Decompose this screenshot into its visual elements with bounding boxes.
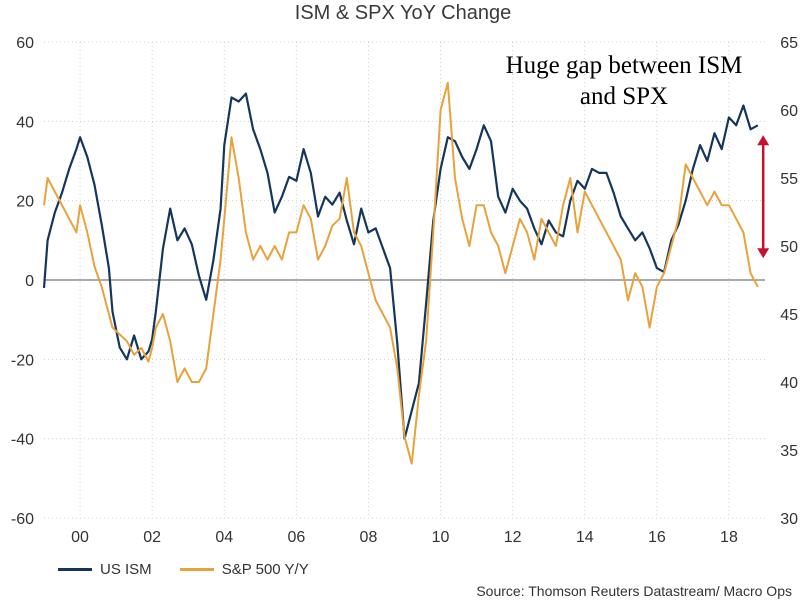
x-tick-label: 16 xyxy=(648,529,666,546)
right-tick-label: 60 xyxy=(780,103,798,120)
x-tick-label: 10 xyxy=(432,529,450,546)
right-tick-label: 40 xyxy=(780,375,798,392)
left-tick-label: -20 xyxy=(11,352,34,369)
legend: US ISM S&P 500 Y/Y xyxy=(58,561,337,578)
x-tick-label: 08 xyxy=(360,529,378,546)
x-tick-label: 04 xyxy=(215,529,233,546)
left-tick-label: 60 xyxy=(16,35,34,52)
annotation-line-2: and SPX xyxy=(580,83,668,110)
right-tick-label: 55 xyxy=(780,171,798,188)
right-tick-label: 45 xyxy=(780,307,798,324)
left-tick-label: -40 xyxy=(11,432,34,449)
x-axis: 00 02 04 06 08 10 12 14 16 18 xyxy=(71,529,738,546)
annotation-line-1: Huge gap between ISM xyxy=(506,52,743,79)
gap-arrow-head-down xyxy=(757,248,770,259)
left-axis: 60 40 20 0 -20 -40 -60 xyxy=(11,35,34,528)
gap-arrow-head-up xyxy=(757,135,770,146)
x-tick-label: 00 xyxy=(71,529,89,546)
right-tick-label: 65 xyxy=(780,35,798,52)
right-tick-label: 30 xyxy=(780,511,798,528)
x-tick-label: 12 xyxy=(504,529,522,546)
x-tick-label: 02 xyxy=(143,529,161,546)
x-tick-label: 14 xyxy=(576,529,594,546)
right-tick-label: 35 xyxy=(780,443,798,460)
chart-title: ISM & SPX YoY Change xyxy=(294,2,512,24)
left-tick-label: -60 xyxy=(11,511,34,528)
legend-item-spx: S&P 500 Y/Y xyxy=(179,561,309,578)
series-line-sp500 xyxy=(43,81,759,465)
left-tick-label: 40 xyxy=(16,114,34,131)
left-tick-label: 0 xyxy=(25,273,34,290)
series-line-us-ism xyxy=(42,92,759,440)
series-lines xyxy=(42,81,759,465)
source-note: Source: Thomson Reuters Datastream/ Macr… xyxy=(476,583,792,599)
legend-label-ism: US ISM xyxy=(100,561,152,578)
x-tick-label: 06 xyxy=(287,529,305,546)
annotation: Huge gap between ISM and SPX xyxy=(506,52,770,259)
right-axis: 65 60 55 50 45 40 35 30 xyxy=(780,35,798,528)
left-tick-label: 20 xyxy=(16,194,34,211)
legend-swatch-spx xyxy=(179,568,214,571)
legend-item-ism: US ISM xyxy=(58,561,152,578)
right-tick-label: 50 xyxy=(780,239,798,256)
x-tick-label: 18 xyxy=(720,529,738,546)
legend-swatch-ism xyxy=(58,568,92,571)
legend-label-spx: S&P 500 Y/Y xyxy=(221,561,309,578)
